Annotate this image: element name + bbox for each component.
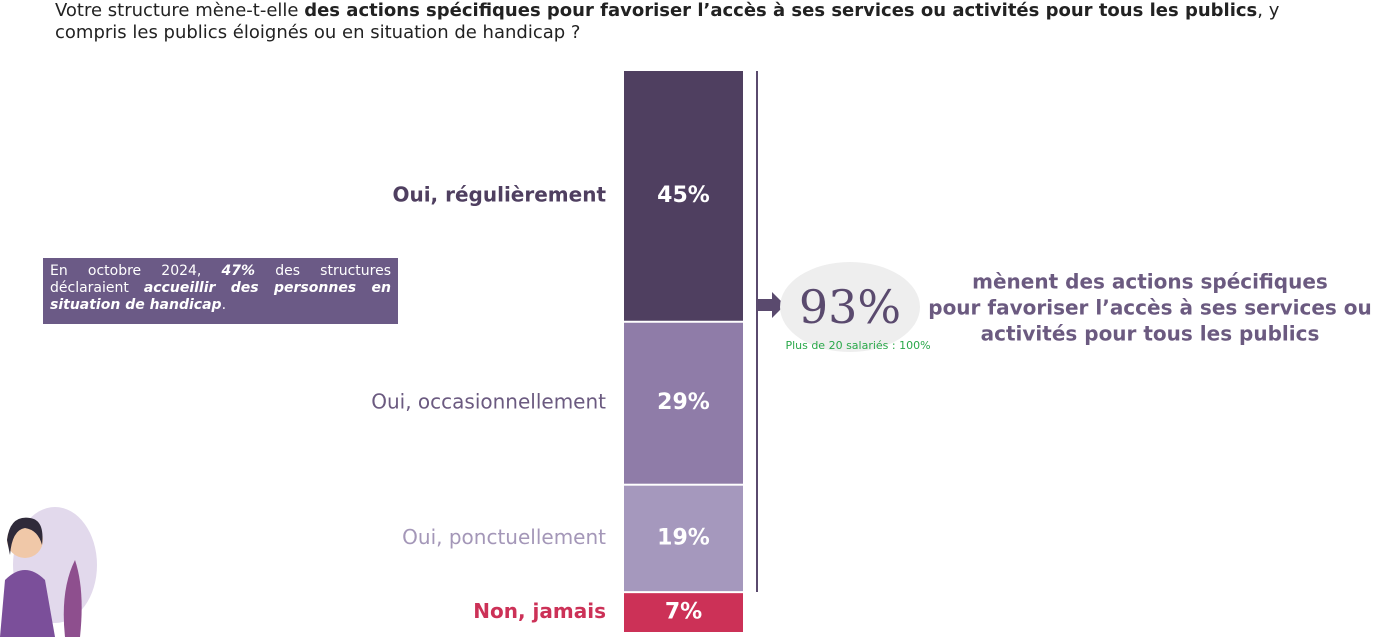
illustration-body — [0, 570, 55, 637]
value-label: 45% — [657, 183, 710, 208]
callout-value: 93% — [799, 280, 901, 334]
title-part: , y compris les publics éloignés ou en s… — [55, 0, 1280, 43]
title-part: des actions spécifiques pour favoriser l… — [304, 0, 1258, 21]
value-label: 29% — [657, 390, 710, 415]
note-part: accueillir des personnes en situation de… — [50, 280, 391, 313]
category-label: Oui, ponctuellement — [402, 525, 606, 549]
arrow — [757, 292, 785, 318]
note-part: des structures déclaraient — [50, 263, 391, 296]
bar-segment — [624, 593, 743, 632]
title: Votre structure mène-t-elle des actions … — [55, 0, 1355, 44]
note-box: En octobre 2024, 47% des structures décl… — [43, 258, 398, 324]
bar-segment — [624, 485, 743, 592]
illustration-hair — [7, 517, 43, 555]
bar-segment — [624, 71, 743, 321]
callout-text: activités pour tous les publics — [981, 322, 1320, 346]
title-part: Votre structure mène-t-elle — [55, 0, 305, 21]
category-label: Oui, occasionnellement — [371, 390, 606, 414]
illustration-plant — [63, 560, 82, 637]
value-label: 7% — [665, 600, 702, 625]
category-label: Non, jamais — [473, 599, 606, 623]
note-part: 47% — [221, 263, 256, 279]
category-label: Oui, régulièrement — [392, 182, 606, 206]
value-label: 19% — [657, 525, 710, 550]
note-part: . — [221, 297, 227, 313]
callout-bubble — [780, 262, 920, 352]
illustration — [0, 507, 97, 637]
bar-segment — [624, 322, 743, 484]
callout-text: pour favoriser l’accès à ses services ou — [928, 296, 1372, 320]
note-part: En octobre 2024, — [50, 263, 222, 279]
callout-sub: Plus de 20 salariés : 100% — [785, 339, 930, 352]
callout-text: mènent des actions spécifiques — [972, 270, 1328, 294]
